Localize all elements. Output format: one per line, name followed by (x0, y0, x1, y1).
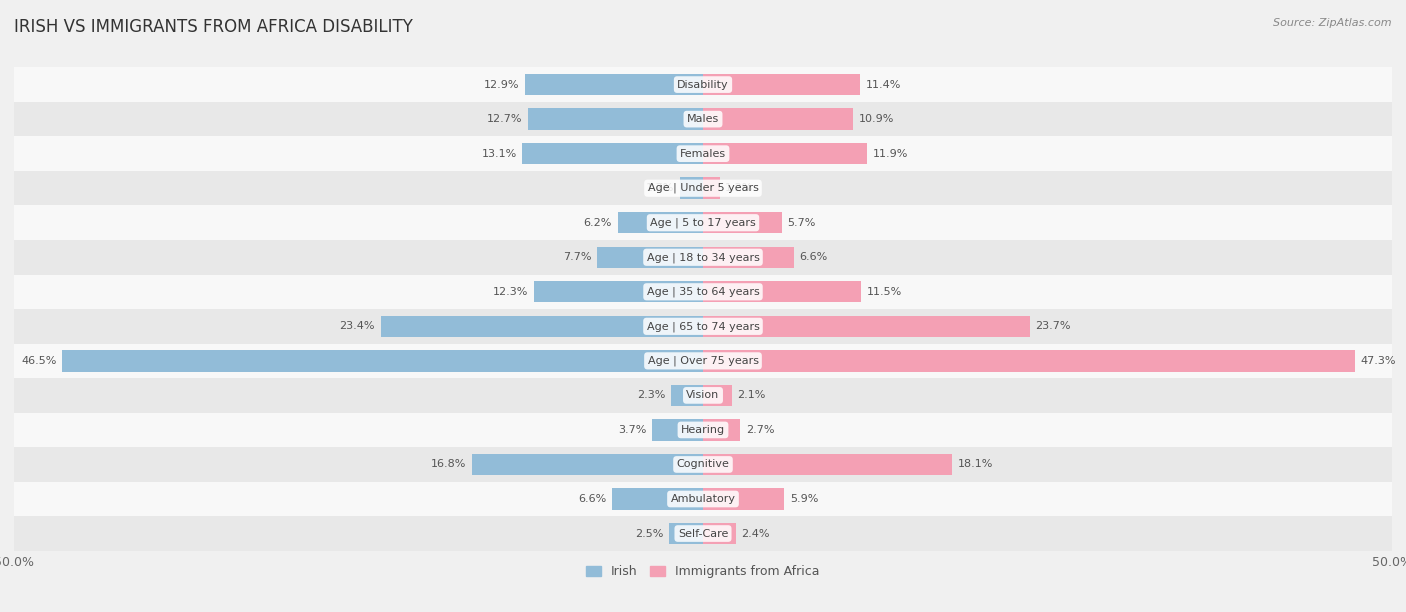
Bar (703, 385, 733, 406)
Text: 6.6%: 6.6% (800, 252, 828, 263)
Bar (14, 206, 1392, 240)
Bar (703, 74, 860, 95)
Bar (703, 488, 785, 510)
Text: 46.5%: 46.5% (21, 356, 56, 366)
Bar (703, 177, 720, 199)
Bar (669, 523, 703, 544)
Text: 7.7%: 7.7% (562, 252, 592, 263)
Text: 2.7%: 2.7% (745, 425, 775, 435)
Bar (598, 247, 703, 268)
Bar (703, 523, 737, 544)
Text: Source: ZipAtlas.com: Source: ZipAtlas.com (1274, 18, 1392, 28)
Text: IRISH VS IMMIGRANTS FROM AFRICA DISABILITY: IRISH VS IMMIGRANTS FROM AFRICA DISABILI… (14, 18, 413, 36)
Text: 23.7%: 23.7% (1035, 321, 1070, 331)
Text: 13.1%: 13.1% (482, 149, 517, 159)
Text: Self-Care: Self-Care (678, 529, 728, 539)
Text: 5.7%: 5.7% (787, 218, 815, 228)
Bar (14, 447, 1392, 482)
Bar (14, 343, 1392, 378)
Text: 12.7%: 12.7% (486, 114, 523, 124)
Text: Age | 18 to 34 years: Age | 18 to 34 years (647, 252, 759, 263)
Bar (703, 419, 740, 441)
Bar (703, 247, 794, 268)
Bar (14, 67, 1392, 102)
Text: 18.1%: 18.1% (957, 460, 993, 469)
Bar (14, 136, 1392, 171)
Text: Age | Over 75 years: Age | Over 75 years (648, 356, 758, 366)
Text: Age | Under 5 years: Age | Under 5 years (648, 183, 758, 193)
Bar (14, 412, 1392, 447)
Bar (14, 275, 1392, 309)
Bar (381, 316, 703, 337)
Text: Hearing: Hearing (681, 425, 725, 435)
Bar (703, 350, 1355, 371)
Text: Age | 5 to 17 years: Age | 5 to 17 years (650, 217, 756, 228)
Bar (529, 108, 703, 130)
Bar (533, 281, 703, 302)
Text: Cognitive: Cognitive (676, 460, 730, 469)
Text: 2.1%: 2.1% (738, 390, 766, 400)
Text: 10.9%: 10.9% (859, 114, 894, 124)
Bar (14, 171, 1392, 206)
Bar (14, 102, 1392, 136)
Text: Age | 35 to 64 years: Age | 35 to 64 years (647, 286, 759, 297)
Text: 2.4%: 2.4% (741, 529, 770, 539)
Bar (62, 350, 703, 371)
Bar (671, 385, 703, 406)
Bar (703, 281, 862, 302)
Text: Females: Females (681, 149, 725, 159)
Text: 1.7%: 1.7% (645, 183, 673, 193)
Bar (703, 143, 868, 165)
Text: 2.3%: 2.3% (637, 390, 666, 400)
Bar (652, 419, 703, 441)
Text: Age | 65 to 74 years: Age | 65 to 74 years (647, 321, 759, 332)
Bar (679, 177, 703, 199)
Text: 11.9%: 11.9% (873, 149, 908, 159)
Bar (14, 517, 1392, 551)
Text: 16.8%: 16.8% (430, 460, 465, 469)
Bar (617, 212, 703, 233)
Bar (14, 378, 1392, 412)
Text: Vision: Vision (686, 390, 720, 400)
Text: 11.4%: 11.4% (866, 80, 901, 89)
Text: 23.4%: 23.4% (340, 321, 375, 331)
Bar (14, 482, 1392, 517)
Text: 6.2%: 6.2% (583, 218, 612, 228)
Bar (612, 488, 703, 510)
Bar (14, 240, 1392, 275)
Bar (526, 74, 703, 95)
Bar (471, 453, 703, 475)
Text: 47.3%: 47.3% (1360, 356, 1396, 366)
Text: 12.3%: 12.3% (492, 287, 529, 297)
Bar (703, 453, 952, 475)
Legend: Irish, Immigrants from Africa: Irish, Immigrants from Africa (581, 560, 825, 583)
Bar (14, 309, 1392, 343)
Bar (523, 143, 703, 165)
Text: 2.5%: 2.5% (634, 529, 664, 539)
Text: 3.7%: 3.7% (619, 425, 647, 435)
Text: 1.2%: 1.2% (725, 183, 754, 193)
Text: Disability: Disability (678, 80, 728, 89)
Text: 11.5%: 11.5% (868, 287, 903, 297)
Text: Males: Males (688, 114, 718, 124)
Text: 12.9%: 12.9% (484, 80, 520, 89)
Bar (703, 108, 853, 130)
Bar (703, 316, 1029, 337)
Text: 6.6%: 6.6% (578, 494, 606, 504)
Text: 5.9%: 5.9% (790, 494, 818, 504)
Text: Ambulatory: Ambulatory (671, 494, 735, 504)
Bar (703, 212, 782, 233)
